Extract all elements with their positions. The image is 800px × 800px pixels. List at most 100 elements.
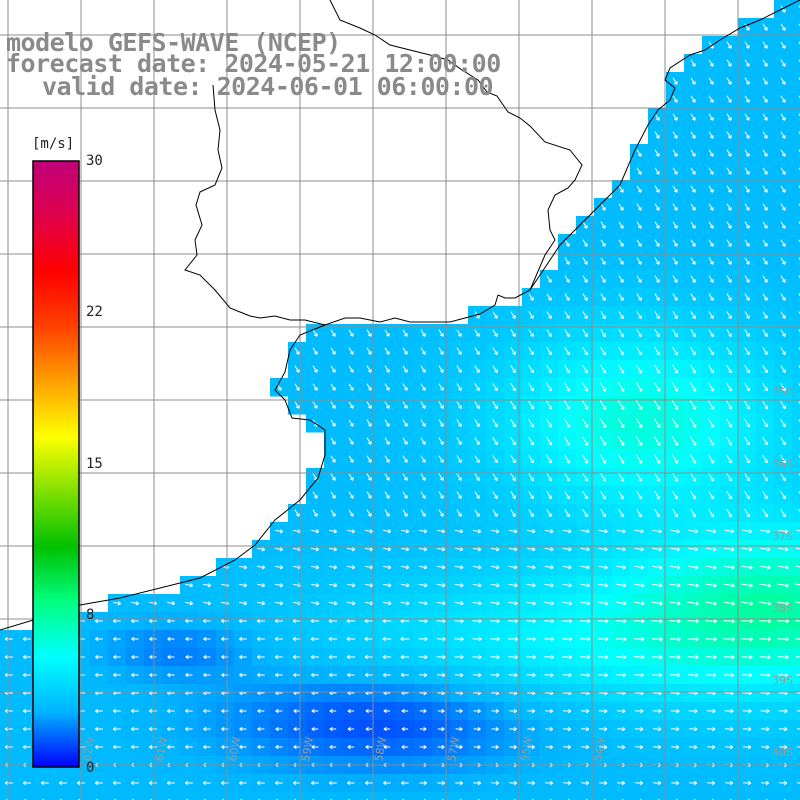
wind-arrow [708, 364, 714, 374]
wind-arrow [582, 293, 588, 301]
wind-arrow [723, 583, 735, 588]
wind-arrow [634, 529, 644, 534]
wind-arrow [795, 583, 800, 586]
wind-cell [540, 792, 559, 800]
wind-arrow [330, 455, 336, 463]
wind-arrow [546, 436, 553, 446]
wind-arrow [780, 221, 786, 229]
wind-arrow [474, 383, 480, 392]
wind-arrow [744, 418, 750, 428]
wind-arrow [402, 383, 408, 391]
colorbar-tick-0: 0 [86, 760, 94, 776]
wind-arrow [474, 347, 480, 355]
wind-arrow [672, 490, 679, 500]
wind-cell [792, 144, 800, 163]
wind-arrow [654, 364, 661, 374]
wind-cell [792, 360, 800, 379]
wind-arrow [744, 508, 750, 518]
wind-arrow [726, 77, 732, 85]
wind-arrow [330, 365, 336, 373]
wind-arrow [562, 529, 572, 534]
wind-arrow [618, 239, 624, 247]
wind-arrow [654, 149, 660, 157]
wind-cell [450, 792, 469, 800]
wind-arrow [564, 436, 571, 446]
wind-arrow [762, 239, 768, 247]
lat-label: 39S [772, 674, 793, 687]
wind-arrow [348, 491, 354, 499]
wind-arrow [474, 455, 480, 463]
wind-arrow [636, 364, 643, 374]
wind-arrow [492, 509, 498, 517]
wind-cell [252, 792, 271, 800]
wind-cell [792, 234, 800, 253]
wind-arrow [436, 583, 446, 588]
wind-arrow [384, 383, 390, 391]
wind-arrow [437, 529, 446, 534]
wind-arrow [492, 401, 498, 410]
colorbar-tick-8: 8 [86, 607, 94, 623]
wind-arrow [798, 491, 800, 495]
wind-cell [792, 684, 800, 703]
wind-arrow [383, 547, 392, 552]
wind-arrow [616, 547, 626, 552]
wind-arrow [726, 418, 733, 428]
wind-arrow [780, 149, 786, 157]
wind-arrow [762, 221, 768, 229]
wind-arrow [741, 583, 753, 588]
wind-arrow [777, 565, 789, 570]
wind-arrow [708, 113, 714, 121]
wind-arrow [544, 583, 554, 588]
wind-arrow [690, 185, 696, 193]
wind-arrow [330, 473, 336, 481]
wind-arrow [420, 347, 426, 355]
wind-arrow [762, 167, 768, 175]
wind-arrow [760, 529, 771, 534]
wind-arrow [689, 418, 697, 428]
wind-arrow [167, 601, 176, 606]
wind-arrow [708, 293, 714, 301]
wind-arrow [744, 59, 750, 67]
wind-cell [792, 522, 800, 541]
wind-arrow [347, 547, 356, 552]
wind-arrow [688, 529, 698, 534]
wind-arrow [741, 565, 753, 570]
wind-arrow [654, 239, 660, 247]
wind-arrow [330, 401, 336, 409]
wind-cell [468, 792, 487, 800]
wind-arrow [618, 257, 624, 265]
wind-arrow [418, 565, 428, 570]
wind-arrow [708, 275, 714, 283]
wind-arrow [777, 547, 789, 552]
wind-arrow [762, 472, 768, 482]
wind-arrow [726, 59, 732, 67]
wind-cell [792, 576, 800, 595]
colorbar-unit: [m/s] [32, 136, 74, 152]
wind-arrow [671, 382, 679, 392]
wind-arrow [726, 221, 732, 229]
wind-arrow [546, 491, 552, 500]
wind-arrow [382, 565, 392, 570]
wind-arrow [472, 547, 482, 552]
wind-cell [792, 702, 800, 721]
wind-cell [792, 558, 800, 577]
wind-arrow [653, 436, 661, 446]
wind-arrow [762, 149, 768, 157]
wind-arrow [690, 490, 696, 500]
lat-label: 35S [772, 386, 793, 399]
wind-arrow [600, 203, 606, 211]
wind-arrow [672, 508, 678, 518]
wind-arrow [330, 491, 336, 499]
wind-arrow [492, 365, 498, 374]
wind-arrow [311, 529, 320, 534]
wind-arrow [723, 547, 735, 552]
wind-arrow [564, 311, 570, 319]
wind-arrow [654, 490, 661, 500]
wind-arrow [690, 59, 696, 67]
wind-cell [324, 792, 343, 800]
wind-arrow [780, 455, 786, 464]
wind-arrow [654, 257, 660, 265]
wind-arrow [636, 490, 643, 500]
wind-arrow [780, 113, 786, 121]
wind-arrow [419, 529, 428, 534]
